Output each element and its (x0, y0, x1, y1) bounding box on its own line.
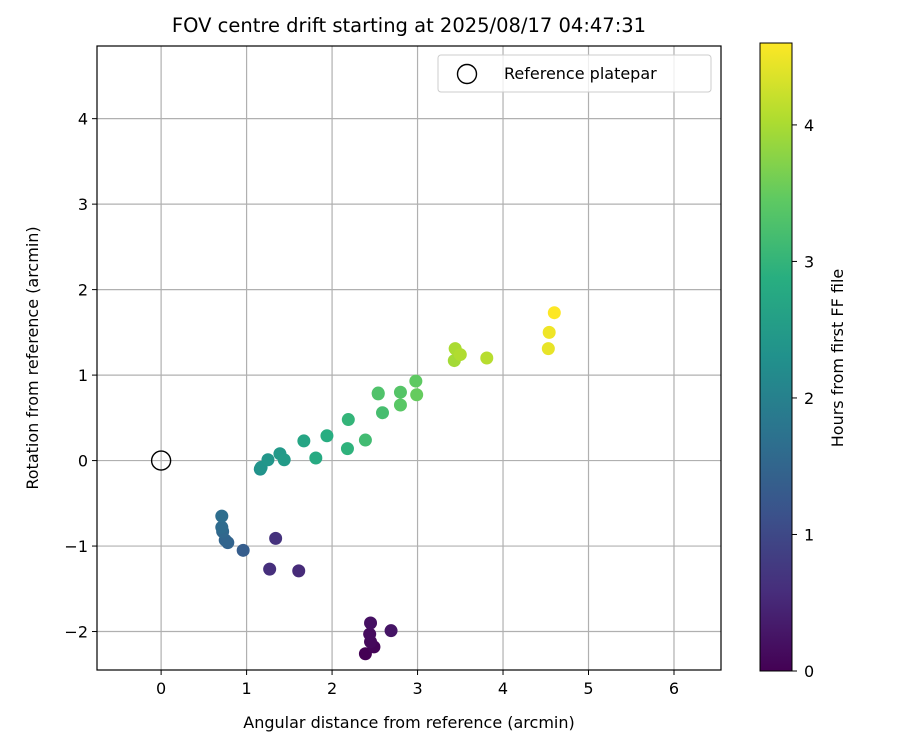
x-tick-label: 2 (327, 679, 337, 698)
y-axis-ticks: −2 −1 0 1 2 3 4 (64, 110, 97, 642)
colorbar-ticks: 0 1 2 3 4 (792, 116, 814, 681)
data-point (358, 433, 372, 447)
data-points (215, 306, 561, 661)
data-point (363, 627, 377, 641)
data-point (215, 509, 229, 523)
colorbar-tick-label: 2 (804, 389, 814, 408)
data-point (364, 616, 378, 630)
data-point (547, 306, 561, 320)
data-point (341, 413, 355, 427)
data-point (393, 385, 407, 399)
colorbar: 0 1 2 3 4 Hours from first FF file (759, 42, 847, 681)
x-tick-label: 4 (498, 679, 508, 698)
data-point (292, 564, 306, 578)
y-tick-label: 4 (78, 110, 88, 129)
data-point (542, 325, 556, 339)
data-point (409, 374, 423, 388)
y-tick-label: −1 (64, 537, 88, 556)
legend-marker-reference (456, 63, 478, 85)
data-point (297, 434, 311, 448)
data-point (384, 624, 398, 638)
grid (97, 46, 721, 670)
data-point (320, 429, 334, 443)
x-tick-label: 1 (241, 679, 251, 698)
colorbar-label: Hours from first FF file (828, 269, 847, 448)
data-point (236, 543, 250, 557)
colorbar-tick-label: 1 (804, 525, 814, 544)
y-tick-label: 2 (78, 281, 88, 300)
data-point (410, 388, 424, 402)
data-point (371, 387, 385, 401)
data-point (215, 520, 229, 534)
data-point (309, 451, 323, 465)
data-point (263, 562, 277, 576)
data-point (453, 348, 467, 362)
y-tick-label: −2 (64, 623, 88, 642)
chart-title: FOV centre drift starting at 2025/08/17 … (172, 14, 646, 37)
y-tick-label: 0 (78, 452, 88, 471)
x-tick-label: 5 (583, 679, 593, 698)
data-point (277, 453, 291, 467)
x-tick-label: 3 (412, 679, 422, 698)
colorbar-tick-label: 4 (804, 116, 814, 135)
reference-marker (150, 450, 172, 471)
data-point (340, 442, 354, 456)
plot-frame (96, 45, 722, 671)
y-tick-label: 1 (78, 366, 88, 385)
colorbar-tick-label: 3 (804, 252, 814, 271)
x-tick-label: 6 (669, 679, 679, 698)
colorbar-tick-label: 0 (804, 662, 814, 681)
x-tick-label: 0 (156, 679, 166, 698)
y-axis-title: Rotation from reference (arcmin) (23, 226, 42, 489)
x-axis-ticks: 0 1 2 3 4 5 6 (156, 670, 679, 698)
data-point (269, 531, 283, 545)
colorbar-gradient (759, 42, 793, 672)
data-point (393, 398, 407, 412)
data-point (261, 453, 275, 467)
data-point (480, 351, 494, 365)
y-tick-label: 3 (78, 195, 88, 214)
x-axis-title: Angular distance from reference (arcmin) (243, 713, 574, 732)
legend-label-reference: Reference platepar (504, 64, 657, 83)
data-point (376, 406, 390, 420)
data-point (541, 342, 555, 356)
reference-layer (150, 450, 172, 471)
legend-box (437, 54, 712, 93)
legend: Reference platepar (437, 54, 712, 93)
